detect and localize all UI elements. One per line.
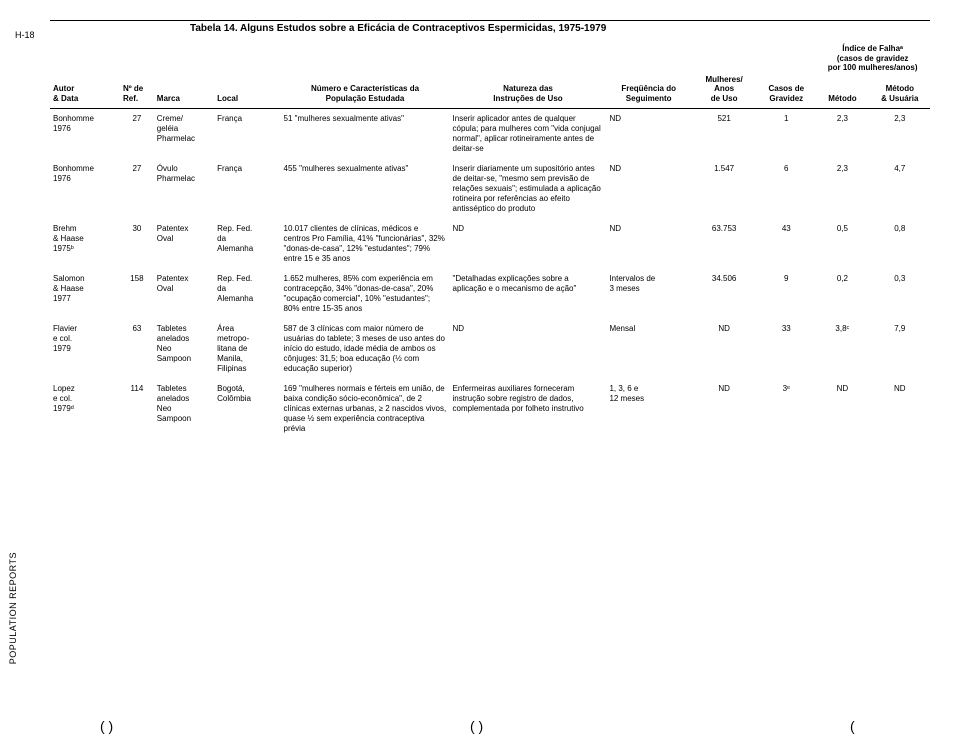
cell-freq: Intervalos de 3 meses — [606, 269, 690, 319]
cell-usuaria: ND — [870, 379, 930, 439]
cell-pop: 455 "mulheres sexualmente ativas" — [281, 159, 450, 219]
cell-autor: Salomon & Haase 1977 — [50, 269, 120, 319]
table-body: Bonhomme 197627Creme/ geléia PharmelacFr… — [50, 108, 930, 439]
decor-left: ( ) — [100, 718, 113, 734]
header-ref: Nº de Ref. — [120, 73, 154, 108]
studies-table: Índice de Falhaᵃ (casos de gravidez por … — [50, 42, 930, 439]
decor-mid: ( ) — [470, 718, 483, 734]
cell-ref: 63 — [120, 319, 154, 379]
header-marca: Marca — [154, 73, 214, 108]
cell-marca: Óvulo Pharmelac — [154, 159, 214, 219]
cell-pop: 587 de 3 clínicas com maior número de us… — [281, 319, 450, 379]
cell-usuaria: 0,3 — [870, 269, 930, 319]
cell-autor: Brehm & Haase 1975ᵇ — [50, 219, 120, 269]
cell-autor: Flavier e col. 1979 — [50, 319, 120, 379]
cell-nat: ND — [450, 219, 607, 269]
cell-freq: ND — [606, 219, 690, 269]
header-autor: Autor & Data — [50, 73, 120, 108]
header-freq: Freqüência do Seguimento — [606, 73, 690, 108]
cell-freq: 1, 3, 6 e 12 meses — [606, 379, 690, 439]
cell-ref: 114 — [120, 379, 154, 439]
cell-local: Área metropo- litana de Manila, Filipina… — [214, 319, 280, 379]
table-title: Tabela 14. Alguns Estudos sobre a Eficác… — [190, 23, 930, 34]
cell-usuaria: 2,3 — [870, 108, 930, 159]
cell-metodo: 3,8ᶜ — [815, 319, 869, 379]
cell-autor: Bonhomme 1976 — [50, 108, 120, 159]
cell-casos: 33 — [757, 319, 815, 379]
cell-local: Rep. Fed. da Alemanha — [214, 219, 280, 269]
cell-nat: Inserir aplicador antes de qualquer cópu… — [450, 108, 607, 159]
cell-anos: ND — [691, 319, 757, 379]
cell-usuaria: 0,8 — [870, 219, 930, 269]
cell-freq: ND — [606, 159, 690, 219]
cell-ref: 27 — [120, 108, 154, 159]
header-nat: Natureza das Instruções de Uso — [450, 73, 607, 108]
cell-nat: Enfermeiras auxiliares forneceram instru… — [450, 379, 607, 439]
cell-usuaria: 4,7 — [870, 159, 930, 219]
cell-autor: Bonhomme 1976 — [50, 159, 120, 219]
cell-local: França — [214, 159, 280, 219]
rule-line — [50, 20, 930, 21]
cell-anos: ND — [691, 379, 757, 439]
table-row: Bonhomme 197627Creme/ geléia PharmelacFr… — [50, 108, 930, 159]
cell-metodo: 2,3 — [815, 159, 869, 219]
table-header: Índice de Falhaᵃ (casos de gravidez por … — [50, 42, 930, 108]
table-row: Flavier e col. 197963Tabletes anelados N… — [50, 319, 930, 379]
cell-marca: Tabletes anelados Neo Sampoon — [154, 319, 214, 379]
cell-metodo: 0,5 — [815, 219, 869, 269]
header-indice-super: Índice de Falhaᵃ (casos de gravidez por … — [815, 42, 930, 73]
cell-anos: 521 — [691, 108, 757, 159]
table-row: Bonhomme 197627Óvulo PharmelacFrança455 … — [50, 159, 930, 219]
table-row: Salomon & Haase 1977158Patentex OvalRep.… — [50, 269, 930, 319]
cell-nat: "Detalhadas explicações sobre a aplicaçã… — [450, 269, 607, 319]
cell-ref: 158 — [120, 269, 154, 319]
cell-anos: 34.506 — [691, 269, 757, 319]
cell-local: Rep. Fed. da Alemanha — [214, 269, 280, 319]
cell-anos: 63.753 — [691, 219, 757, 269]
cell-casos: 1 — [757, 108, 815, 159]
cell-metodo: ND — [815, 379, 869, 439]
cell-usuaria: 7,9 — [870, 319, 930, 379]
cell-pop: 10.017 clientes de clínicas, médicos e c… — [281, 219, 450, 269]
header-usuaria: Método & Usuária — [870, 73, 930, 108]
cell-freq: Mensal — [606, 319, 690, 379]
cell-local: França — [214, 108, 280, 159]
cell-casos: 43 — [757, 219, 815, 269]
table-row: Brehm & Haase 1975ᵇ30Patentex OvalRep. F… — [50, 219, 930, 269]
header-pop: Número e Características da População Es… — [281, 73, 450, 108]
cell-casos: 3ᵉ — [757, 379, 815, 439]
cell-marca: Patentex Oval — [154, 269, 214, 319]
page-marker-side: POPULATION REPORTS — [8, 552, 18, 664]
header-casos: Casos de Gravidez — [757, 73, 815, 108]
cell-pop: 51 "mulheres sexualmente ativas" — [281, 108, 450, 159]
page-marker-top: H-18 — [15, 30, 35, 40]
decor-right: ( — [850, 718, 855, 734]
cell-nat: Inserir diariamente um supositório antes… — [450, 159, 607, 219]
header-local: Local — [214, 73, 280, 108]
cell-casos: 6 — [757, 159, 815, 219]
cell-pop: 1.652 mulheres, 85% com experiência em c… — [281, 269, 450, 319]
header-metodo: Método — [815, 73, 869, 108]
cell-local: Bogotá, Colômbia — [214, 379, 280, 439]
cell-marca: Creme/ geléia Pharmelac — [154, 108, 214, 159]
cell-marca: Tabletes anelados Neo Sampoon — [154, 379, 214, 439]
cell-anos: 1.547 — [691, 159, 757, 219]
cell-pop: 169 "mulheres normais e férteis em união… — [281, 379, 450, 439]
header-anos: Mulheres/ Anos de Uso — [691, 73, 757, 108]
cell-metodo: 0,2 — [815, 269, 869, 319]
cell-ref: 30 — [120, 219, 154, 269]
cell-metodo: 2,3 — [815, 108, 869, 159]
cell-marca: Patentex Oval — [154, 219, 214, 269]
cell-nat: ND — [450, 319, 607, 379]
cell-casos: 9 — [757, 269, 815, 319]
cell-ref: 27 — [120, 159, 154, 219]
cell-autor: Lopez e col. 1979ᵈ — [50, 379, 120, 439]
cell-freq: ND — [606, 108, 690, 159]
table-row: Lopez e col. 1979ᵈ114Tabletes anelados N… — [50, 379, 930, 439]
